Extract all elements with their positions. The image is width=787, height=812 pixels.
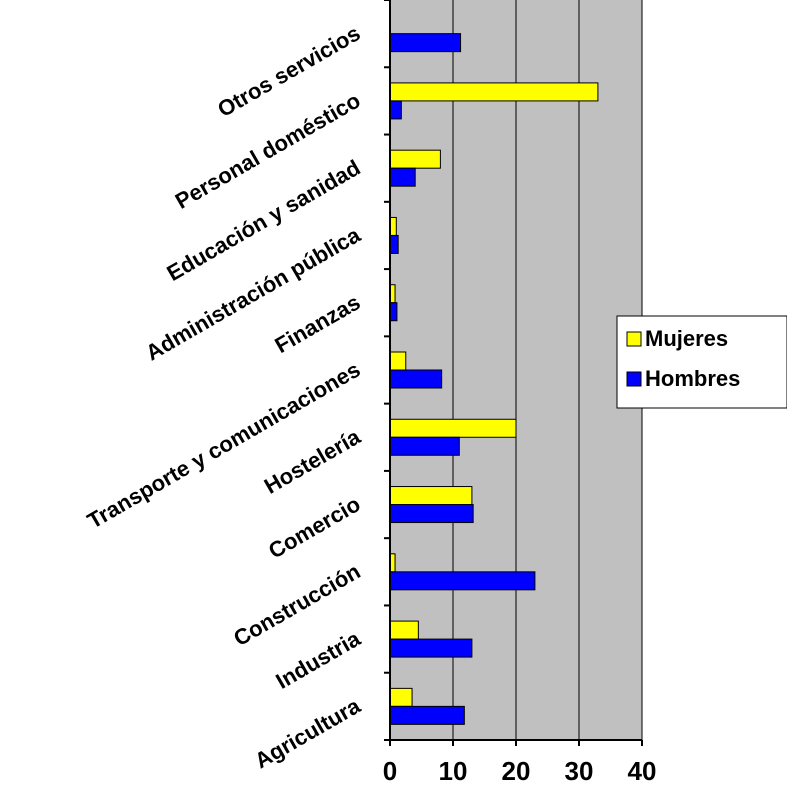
legend-swatch-hombres	[626, 371, 642, 387]
x-axis-ticks: 0 10 20 30 40	[383, 740, 657, 786]
bar-hombres-hosteleria	[389, 436, 460, 456]
category-label-comercio: Comercio	[264, 491, 364, 563]
bar-mujeres-comercio	[389, 486, 473, 506]
category-label-personal-domestico: Personal doméstico	[171, 88, 365, 214]
x-tick-label-40: 40	[628, 756, 657, 786]
bars	[389, 33, 599, 725]
bar-mujeres-industria	[389, 620, 419, 640]
category-label-educacion-y-sanidad: Educación y sanidad	[162, 155, 364, 286]
category-label-hosteleria: Hostelería	[260, 424, 365, 499]
legend-swatch-mujeres	[626, 331, 642, 347]
bar-hombres-otros-servicios	[389, 33, 462, 53]
category-labels: AgriculturaIndustriaConstrucciónComercio…	[83, 20, 365, 773]
bar-hombres-construccion	[389, 571, 536, 591]
bar-hombres-agricultura	[389, 705, 465, 725]
x-tick-label-10: 10	[439, 756, 468, 786]
bar-mujeres-agricultura	[389, 687, 413, 707]
bar-mujeres-educacion-y-sanidad	[389, 149, 441, 169]
category-label-agricultura: Agricultura	[250, 693, 365, 774]
bar-mujeres-personal-domestico	[389, 82, 599, 102]
legend-box	[616, 315, 787, 409]
bar-hombres-personal-domestico	[389, 100, 402, 120]
legend-label-hombres: Hombres	[645, 366, 740, 391]
category-label-administracion-publica: Administración pública	[141, 222, 365, 366]
bar-hombres-administracion-publica	[389, 234, 399, 254]
bar-mujeres-hosteleria	[389, 418, 517, 438]
category-label-industria: Industria	[272, 625, 366, 693]
bar-mujeres-transporte-y-comunicaciones	[389, 351, 407, 371]
bar-hombres-comercio	[389, 504, 474, 524]
bar-hombres-industria	[389, 638, 473, 658]
legend-label-mujeres: Mujeres	[645, 326, 728, 351]
x-tick-label-0: 0	[383, 756, 397, 786]
bar-hombres-finanzas	[389, 302, 398, 322]
x-tick-label-20: 20	[502, 756, 531, 786]
category-label-finanzas: Finanzas	[270, 289, 364, 358]
bar-hombres-transporte-y-comunicaciones	[389, 369, 443, 389]
legend: Mujeres Hombres	[616, 315, 787, 409]
x-tick-label-30: 30	[565, 756, 594, 786]
bar-hombres-educacion-y-sanidad	[389, 167, 416, 187]
